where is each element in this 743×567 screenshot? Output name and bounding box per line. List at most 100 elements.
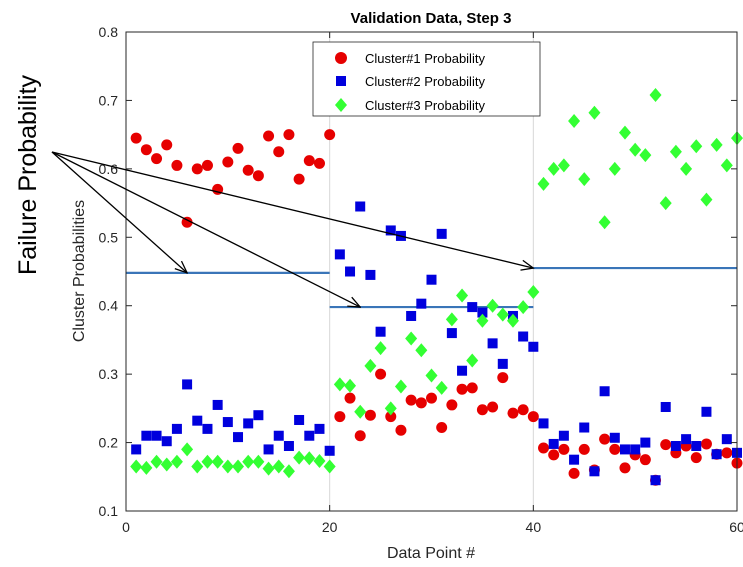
- cluster1-point: [354, 430, 366, 442]
- cluster3-point: [578, 172, 591, 187]
- cluster2-point: [579, 422, 590, 433]
- cluster3-point: [456, 288, 469, 303]
- cluster2-point: [691, 440, 702, 451]
- legend-label-cluster1: Cluster#1 Probability: [365, 51, 485, 66]
- y-tick-label: 0.7: [99, 92, 119, 108]
- cluster1-point: [140, 144, 152, 156]
- cluster2-point: [416, 298, 427, 309]
- cluster2-point: [487, 338, 498, 349]
- cluster2-point: [334, 249, 345, 260]
- cluster2-point: [345, 266, 356, 277]
- cluster1-point: [578, 443, 590, 455]
- cluster2-point: [599, 386, 610, 397]
- cluster2-point: [314, 423, 325, 434]
- cluster1-point: [436, 422, 448, 434]
- cluster3-point: [669, 144, 682, 159]
- legend-box: [312, 41, 541, 117]
- cluster3-point: [201, 454, 214, 469]
- legend-marker-cluster2: [336, 76, 346, 86]
- cluster1-point: [252, 170, 264, 182]
- cluster1-point: [405, 394, 417, 406]
- cluster1-point: [324, 129, 336, 141]
- cluster1-point: [538, 442, 550, 454]
- cluster1-point: [130, 132, 142, 144]
- cluster1-point: [222, 156, 234, 168]
- cluster3-point: [181, 442, 194, 457]
- cluster1-point: [171, 159, 183, 171]
- cluster2-point: [161, 436, 172, 447]
- cluster1-point: [456, 383, 468, 395]
- cluster3-point: [242, 454, 255, 469]
- cluster3-point: [354, 404, 367, 419]
- y-tick-label: 0.2: [99, 435, 119, 451]
- cluster3-point: [425, 368, 438, 383]
- cluster2-point: [650, 475, 661, 486]
- legend-label-cluster3: Cluster#3 Probability: [365, 98, 485, 113]
- cluster1-point: [364, 409, 376, 421]
- cluster1-point: [568, 467, 580, 479]
- cluster2-point: [538, 418, 549, 429]
- cluster3-point: [394, 379, 407, 394]
- cluster3-point: [557, 158, 570, 173]
- cluster2-point: [701, 406, 712, 417]
- cluster2-point: [182, 379, 193, 390]
- y-tick-label: 0.8: [99, 24, 119, 40]
- x-tick-label: 40: [526, 519, 542, 535]
- cluster1-point: [313, 157, 325, 169]
- cluster3-point: [344, 378, 357, 393]
- cluster2-point: [630, 444, 641, 455]
- cluster2-point: [670, 440, 681, 451]
- cluster2-point: [457, 365, 468, 376]
- cluster3-point: [282, 464, 295, 479]
- cluster2-point: [385, 225, 396, 236]
- cluster2-point: [243, 418, 254, 429]
- cluster2-point: [548, 438, 559, 449]
- cluster2-point: [446, 328, 457, 339]
- cluster2-point: [294, 414, 305, 425]
- cluster3-point: [568, 113, 581, 128]
- x-tick-label: 20: [322, 519, 338, 535]
- cluster2-point: [589, 466, 600, 477]
- axis-ticks: 0 20 40 60 0.1 0.2 0.3 0.4 0.5 0.6 0.7 0.8: [99, 24, 743, 535]
- cluster1-point: [639, 454, 651, 466]
- annotation-arrow: [51, 151, 360, 307]
- cluster2-point: [528, 341, 539, 352]
- cluster2-point: [141, 430, 152, 441]
- cluster1-point: [497, 372, 509, 384]
- cluster1-point: [599, 433, 611, 445]
- cluster3-point: [293, 450, 306, 465]
- cluster2-point: [375, 326, 386, 337]
- cluster3-point: [690, 139, 703, 154]
- cluster1-point: [517, 404, 529, 416]
- y-axis-label: Cluster Probabilities: [71, 200, 88, 342]
- cluster2-point: [681, 434, 692, 445]
- cluster1-point: [426, 392, 437, 404]
- cluster2-point: [304, 430, 315, 441]
- y-tick-label: 0.1: [99, 503, 119, 519]
- cluster1-point: [375, 368, 387, 380]
- x-tick-label: 60: [729, 519, 743, 535]
- cluster3-point: [140, 460, 153, 475]
- annotation-arrows: [51, 151, 533, 307]
- chart-title: Validation Data, Step 3: [351, 10, 512, 27]
- legend-marker-cluster1: [335, 52, 347, 64]
- cluster1-point: [609, 443, 621, 455]
- y-tick-label: 0.6: [99, 161, 119, 177]
- cluster1-point: [548, 449, 560, 461]
- cluster3-point: [191, 459, 204, 474]
- cluster3-point: [445, 312, 458, 327]
- annotation-arrow: [51, 151, 187, 273]
- cluster3-point: [659, 196, 672, 211]
- cluster1-point: [466, 382, 478, 394]
- cluster2-point: [426, 274, 437, 285]
- cluster3-point: [720, 158, 733, 173]
- cluster2-point: [263, 444, 274, 455]
- cluster3-point: [639, 148, 652, 163]
- cluster3-point: [517, 300, 530, 315]
- cluster2-point: [609, 432, 620, 443]
- cluster1-point: [558, 443, 570, 455]
- cluster3-point: [221, 459, 234, 474]
- cluster3-point: [588, 105, 601, 120]
- cluster1-point: [619, 462, 631, 474]
